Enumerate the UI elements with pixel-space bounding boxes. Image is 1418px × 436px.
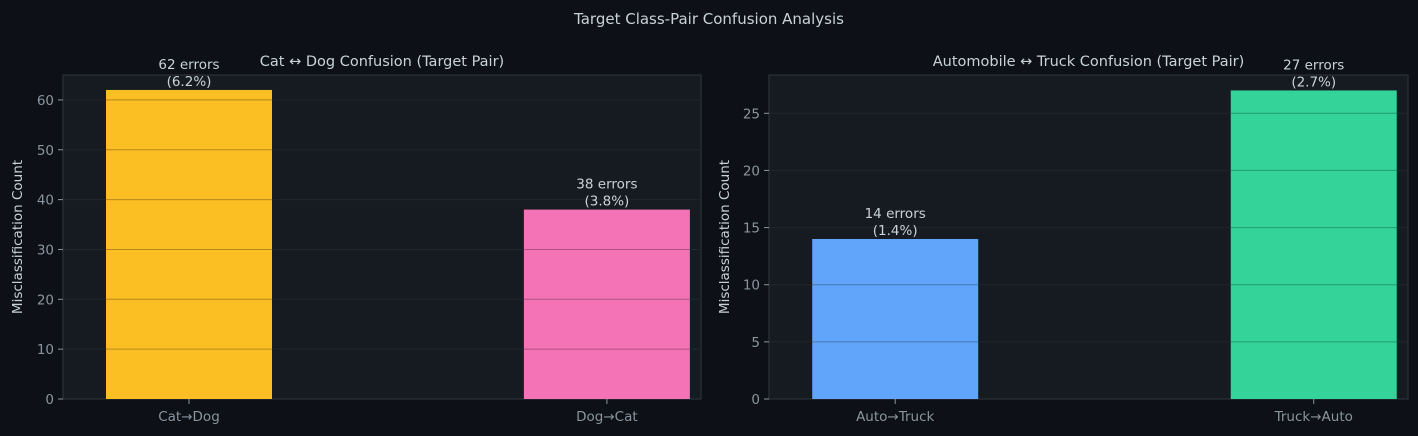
y-tick-label: 0 [45,392,54,408]
y-tick-label: 25 [743,106,760,122]
y-tick-label: 10 [743,278,760,294]
chart-title: Automobile ↔ Truck Confusion (Target Pai… [933,54,1245,70]
data-label-percent: (6.2%) [167,74,212,90]
figure-title: Target Class-Pair Confusion Analysis [573,10,844,28]
data-label-count: 62 errors [158,57,219,73]
data-label-count: 38 errors [576,177,637,193]
y-tick-label: 60 [37,93,54,109]
x-tick-label: Truck→Auto [1274,409,1353,425]
bar-Truck→Auto [1230,90,1397,399]
x-tick-label: Auto→Truck [856,409,934,425]
data-label-count: 14 errors [865,206,926,222]
data-label-percent: (3.8%) [584,194,629,210]
y-tick-label: 10 [37,342,54,358]
y-tick-label: 20 [743,163,760,179]
y-tick-label: 5 [751,335,760,351]
data-label-percent: (1.4%) [873,223,918,239]
bar-Cat→Dog [106,89,273,399]
y-tick-label: 40 [37,193,54,209]
data-label-percent: (2.7%) [1291,74,1336,90]
y-tick-label: 20 [37,292,54,308]
x-tick-label: Cat→Dog [158,409,220,425]
y-tick-label: 30 [37,242,54,258]
chart-title: Cat ↔ Dog Confusion (Target Pair) [260,54,504,70]
y-axis-label: Misclassification Count [717,160,733,314]
chart-panel-auto-truck: Automobile ↔ Truck Confusion (Target Pai… [717,54,1409,425]
y-tick-label: 15 [743,221,760,237]
chart-panel-cat-dog: Cat ↔ Dog Confusion (Target Pair) Misclas… [10,54,702,425]
y-tick-label: 50 [37,143,54,159]
data-label-count: 27 errors [1283,57,1344,73]
bar-Auto→Truck [812,239,979,399]
bar-Dog→Cat [523,209,690,399]
y-axis-label: Misclassification Count [10,160,26,314]
x-tick-label: Dog→Cat [576,409,638,425]
y-tick-label: 0 [751,392,760,408]
